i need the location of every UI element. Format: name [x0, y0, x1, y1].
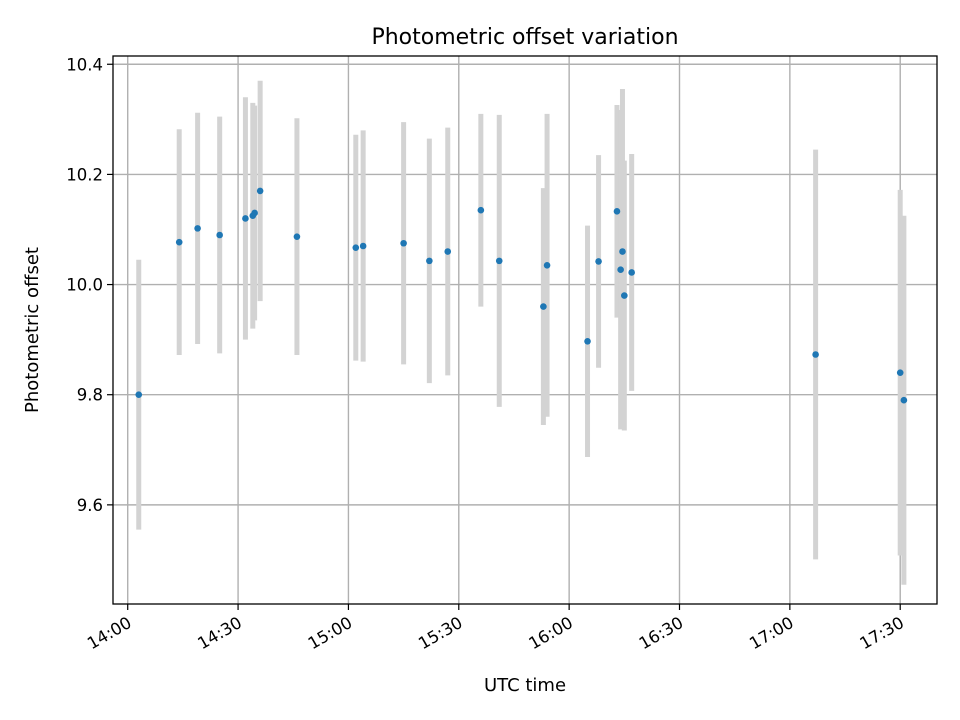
- data-point: [613, 208, 621, 215]
- data-point: [584, 337, 591, 345]
- x-tick-label: 15:00: [305, 613, 356, 653]
- data-point: [628, 269, 635, 276]
- data-point: [251, 209, 258, 217]
- data-point: [175, 238, 183, 246]
- data-point: [256, 187, 264, 195]
- data-point: [293, 233, 301, 240]
- data-point: [194, 225, 201, 232]
- data-point: [495, 257, 503, 265]
- y-tick-label: 10.2: [66, 165, 103, 184]
- data-point: [619, 248, 626, 255]
- y-tick-label: 10.4: [66, 55, 103, 74]
- x-tick-label: 17:30: [857, 613, 908, 653]
- x-tick-label: 14:00: [84, 613, 135, 653]
- x-tick-label: 16:00: [525, 613, 576, 653]
- data-point: [543, 261, 551, 269]
- data-point: [426, 257, 433, 265]
- y-tick-label: 9.8: [77, 386, 103, 405]
- data-point: [477, 206, 485, 214]
- data-points: [135, 187, 908, 404]
- data-point: [216, 231, 223, 239]
- y-axis: 9.6 9.8 10.0 10.2 10.4: [66, 55, 113, 515]
- data-point: [595, 258, 602, 265]
- y-axis-label: Photometric offset: [22, 247, 43, 413]
- data-point: [359, 242, 367, 250]
- data-point: [900, 396, 908, 404]
- data-point: [621, 292, 628, 299]
- data-point: [135, 391, 143, 399]
- x-tick-label: 14:30: [194, 613, 245, 653]
- x-tick-label: 16:30: [636, 613, 687, 653]
- data-point: [896, 369, 904, 376]
- y-tick-label: 9.6: [77, 496, 103, 515]
- x-tick-label: 15:30: [415, 613, 466, 653]
- x-axis: 14:00 14:30 15:00 15:30 16:00 16:30 17:00 17:30: [84, 604, 907, 653]
- x-tick-label: 17:00: [746, 613, 797, 653]
- plot-frame: [112, 55, 938, 605]
- data-point: [242, 215, 249, 222]
- data-point: [812, 351, 819, 358]
- x-axis-label: UTC time: [484, 675, 566, 696]
- data-point: [540, 303, 547, 310]
- data-point: [617, 266, 624, 273]
- data-point: [400, 239, 407, 247]
- chart-title: Photometric offset variation: [371, 25, 678, 50]
- data-point: [352, 244, 360, 251]
- data-point: [444, 248, 452, 255]
- y-tick-label: 10.0: [66, 276, 103, 295]
- error-bars: [136, 80, 907, 585]
